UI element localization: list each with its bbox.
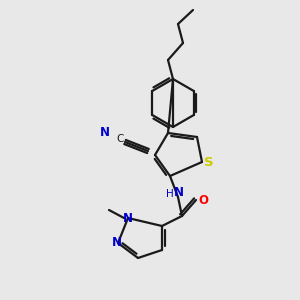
Text: N: N [100, 127, 110, 140]
Text: S: S [204, 155, 214, 169]
Text: O: O [198, 194, 208, 206]
Text: C: C [116, 134, 124, 144]
Text: N: N [112, 236, 122, 250]
Text: N: N [123, 212, 133, 224]
Text: H: H [166, 189, 174, 199]
Text: N: N [174, 187, 184, 200]
